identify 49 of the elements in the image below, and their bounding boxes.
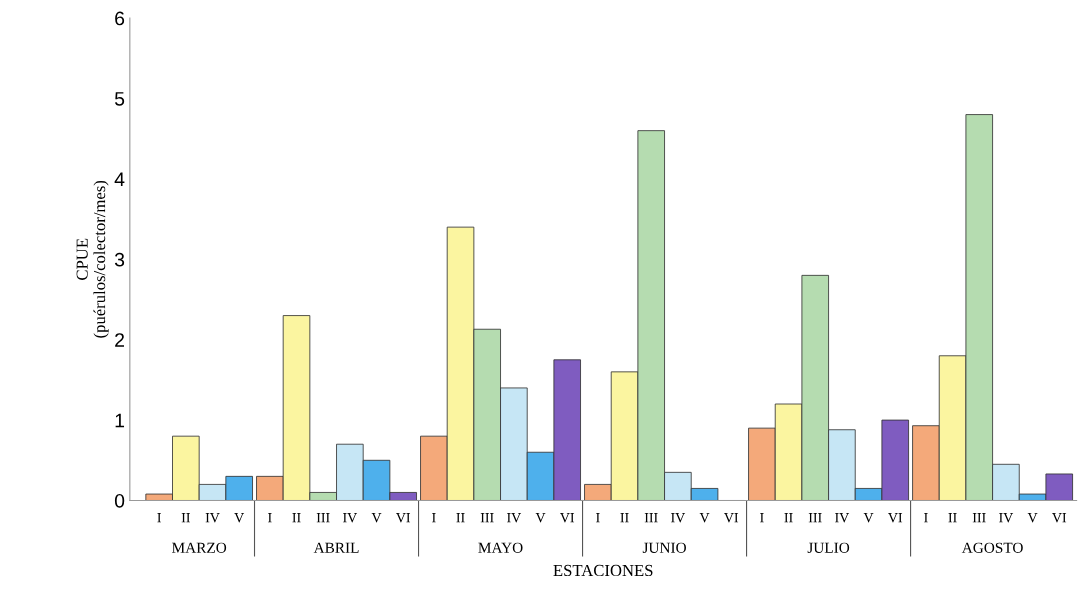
x-tick-label: MAYO: [478, 542, 523, 553]
series-label: II: [181, 513, 190, 523]
text: II: [456, 513, 465, 523]
text: II: [292, 513, 301, 523]
text: V: [1027, 513, 1038, 523]
text: VI: [560, 513, 575, 523]
text: VI: [724, 513, 739, 523]
text: II: [948, 513, 957, 523]
text: III: [644, 513, 658, 523]
y-axis-title: CPUE (puérulos/colector/mes): [76, 180, 109, 338]
text: I: [432, 513, 436, 523]
series-label: III: [316, 513, 330, 523]
text: I: [268, 513, 272, 523]
text: II: [784, 513, 793, 523]
text: III: [480, 513, 494, 523]
x-tick-label: JULIO: [807, 542, 850, 553]
text: I: [596, 513, 600, 523]
text: IV: [835, 513, 850, 523]
y-tick-label: 5: [114, 92, 125, 106]
y-tick-label: 2: [115, 333, 124, 347]
series-label: V: [234, 513, 245, 523]
text: III: [808, 513, 822, 523]
y-tick-label: 6: [115, 11, 125, 26]
text: VI: [1052, 513, 1067, 523]
text: IV: [999, 513, 1014, 523]
y-tick-label: 3: [114, 252, 125, 267]
series-label: VI: [396, 513, 411, 523]
series-label: I: [157, 513, 161, 523]
text: IV: [671, 513, 686, 523]
y-tick-label: 1: [115, 413, 125, 428]
text: I: [760, 513, 764, 523]
text: V: [535, 513, 546, 523]
x-tick-label: MARZO: [172, 542, 227, 553]
text: II: [620, 513, 629, 523]
x-tick-label: JUNIO: [642, 542, 686, 553]
text: V: [371, 513, 382, 523]
text: IV: [507, 513, 522, 523]
text: V: [699, 513, 710, 523]
y-tick-label: 4: [114, 172, 125, 186]
x-tick-label: ABRIL: [313, 542, 359, 553]
text: V: [863, 513, 874, 523]
series-label: IV: [205, 513, 220, 523]
y-tick-label: 0: [114, 493, 125, 508]
x-tick-label: AGOSTO: [961, 542, 1023, 553]
x-axis-title: ESTACIONES: [553, 564, 653, 577]
text: VI: [888, 513, 903, 523]
text: IV: [343, 513, 358, 523]
text: I: [924, 513, 928, 523]
text: III: [972, 513, 986, 523]
